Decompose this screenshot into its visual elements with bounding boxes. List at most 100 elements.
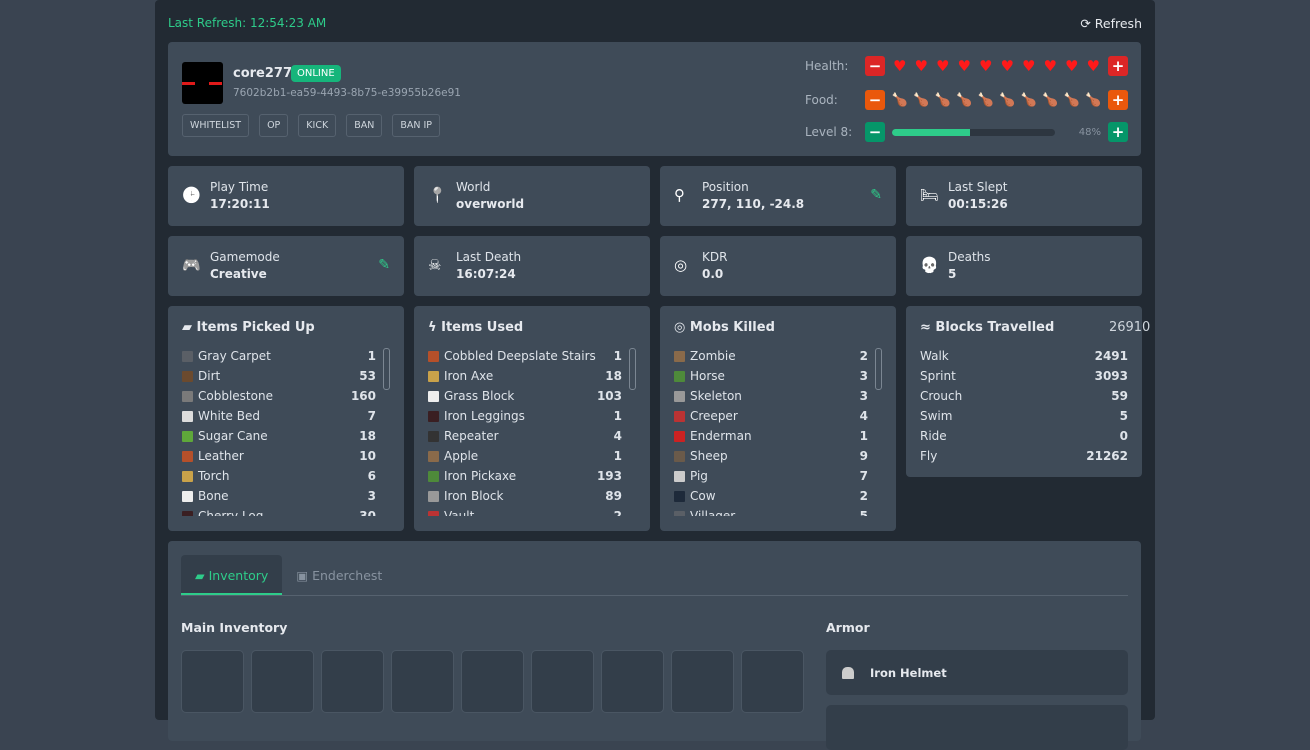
total-value: 26910 — [1108, 320, 1151, 335]
food-decrease-button[interactable]: − — [865, 90, 885, 110]
list-item: Repeater 4 — [428, 426, 622, 446]
stat-card-position: ⚲ Position 277, 110, -24.8 ✎ — [660, 166, 896, 226]
health-hearts: ♥ ♥ ♥ ♥ ♥ ♥ ♥ ♥ ♥ ♥ — [885, 57, 1108, 75]
item-icon — [674, 390, 685, 402]
map-pin-icon: 📍 — [428, 186, 447, 204]
stat-label: Gamemode — [210, 250, 280, 264]
level-increase-button[interactable]: + — [1108, 122, 1128, 142]
armor-slot[interactable] — [826, 705, 1128, 750]
item-count: 7 — [367, 409, 376, 423]
heart-icon: ♥ — [1065, 57, 1079, 75]
list-items-picked-up: ▰ Items Picked Up Gray Carpet 1 Dirt 53 Cobbl… — [168, 306, 404, 531]
ban-button[interactable]: BAN — [346, 114, 383, 137]
tab-inventory[interactable]: ▰ Inventory — [181, 555, 283, 595]
top-bar: Last Refresh: 12:54:23 AM ⟳ Refresh — [168, 14, 1142, 32]
list-items-used: ϟ Items Used Cobbled Deepslate Stairs 1 Iro… — [414, 306, 650, 531]
scrollbar[interactable] — [383, 348, 390, 390]
armor-title: Armor — [826, 620, 870, 635]
item-icon — [182, 370, 193, 382]
inventory-tabs: ▰ Inventory ▣ Enderchest — [181, 555, 1128, 596]
stat-value: 17:20:11 — [210, 197, 270, 211]
item-name: Iron Axe — [444, 369, 494, 383]
inventory-slot[interactable] — [741, 650, 804, 713]
item-count: 1 — [613, 409, 622, 423]
drumstick-icon: 🍗 — [1020, 92, 1037, 108]
scrollbar[interactable] — [629, 348, 636, 390]
player-dashboard: Last Refresh: 12:54:23 AM ⟳ Refresh core… — [155, 0, 1155, 750]
item-name: Skeleton — [690, 389, 742, 403]
item-count: 6 — [367, 469, 376, 483]
inventory-slot[interactable] — [391, 650, 454, 713]
item-icon — [182, 510, 193, 516]
refresh-icon: ⟳ — [1080, 15, 1095, 31]
list-item: Apple 1 — [428, 446, 622, 466]
list-item: Dirt 53 — [182, 366, 376, 386]
item-count: 1 — [367, 349, 376, 363]
item-count: 2491 — [1094, 349, 1128, 363]
list-item: Ride 0 — [920, 426, 1128, 446]
drumstick-icon: 🍗 — [977, 92, 994, 108]
list-title-text: Items Used — [441, 320, 524, 335]
box-icon: ▰ — [182, 320, 197, 335]
refresh-button[interactable]: ⟳ Refresh — [1080, 16, 1142, 31]
inventory-slot[interactable] — [531, 650, 594, 713]
health-decrease-button[interactable]: − — [865, 56, 885, 76]
edit-icon[interactable]: ✎ — [378, 257, 390, 273]
item-name: Torch — [198, 469, 230, 483]
heart-icon: ♥ — [893, 57, 907, 75]
health-increase-button[interactable]: + — [1108, 56, 1128, 76]
item-count: 2 — [859, 349, 868, 363]
inventory-slot[interactable] — [321, 650, 384, 713]
item-name: White Bed — [198, 409, 260, 423]
kick-button[interactable]: KICK — [298, 114, 337, 137]
stat-label: Position — [702, 180, 749, 194]
food-increase-button[interactable]: + — [1108, 90, 1128, 110]
stat-value: Creative — [210, 267, 267, 281]
drumstick-icon: 🍗 — [1042, 92, 1059, 108]
list-item: Fly 21262 — [920, 446, 1128, 466]
list-title-text: Blocks Travelled — [935, 320, 1055, 335]
item-count: 1 — [613, 449, 622, 463]
item-name: Leather — [198, 449, 244, 463]
armor-slot-helmet[interactable]: Iron Helmet — [826, 650, 1128, 695]
drumstick-icon: 🍗 — [956, 92, 973, 108]
food-label: Food: — [805, 93, 838, 107]
list-item: Cow 2 — [674, 486, 868, 506]
item-icon — [428, 370, 439, 382]
item-name: Apple — [444, 449, 479, 463]
inventory-slot[interactable] — [671, 650, 734, 713]
scrollbar[interactable] — [875, 348, 882, 390]
inventory-panel: ▰ Inventory ▣ Enderchest Main Inventory … — [168, 541, 1141, 750]
item-count: 3 — [859, 369, 868, 383]
level-decrease-button[interactable]: − — [865, 122, 885, 142]
stat-value: 5 — [948, 267, 957, 281]
item-count: 5 — [859, 509, 868, 516]
inventory-slot[interactable] — [601, 650, 664, 713]
item-count: 18 — [605, 369, 622, 383]
item-icon — [428, 390, 439, 402]
list-item: Iron Axe 18 — [428, 366, 622, 386]
tab-enderchest[interactable]: ▣ Enderchest — [282, 555, 396, 595]
list-item: White Bed 7 — [182, 406, 376, 426]
drumstick-icon: 🍗 — [891, 92, 908, 108]
edit-icon[interactable]: ✎ — [870, 187, 882, 203]
heart-icon: ♥ — [936, 57, 950, 75]
list-mobs-killed: ◎ Mobs Killed Zombie 2 Horse 3 Skeleton 3 Creep… — [660, 306, 896, 531]
health-row: Health: − ♥ ♥ ♥ ♥ ♥ ♥ ♥ ♥ ♥ ♥ + — [805, 55, 1128, 77]
inventory-slot[interactable] — [461, 650, 524, 713]
ban-ip-button[interactable]: BAN IP — [392, 114, 441, 137]
list-blocks-travelled: ≈ Blocks Travelled 26910 Walk 2491 Sprint 309… — [906, 306, 1150, 477]
whitelist-button[interactable]: WHITELIST — [182, 114, 250, 137]
item-icon — [674, 450, 685, 462]
inventory-slot[interactable] — [251, 650, 314, 713]
archive-icon: ▣ — [296, 568, 313, 583]
op-button[interactable]: OP — [259, 114, 289, 137]
list-rows: Gray Carpet 1 Dirt 53 Cobblestone 160 White Be… — [182, 346, 376, 516]
list-item: Grass Block 103 — [428, 386, 622, 406]
stat-label: World — [456, 180, 491, 194]
item-icon — [674, 410, 685, 422]
item-count: 0 — [1119, 429, 1128, 443]
item-name: Cobblestone — [198, 389, 273, 403]
item-icon — [182, 490, 193, 502]
inventory-slot[interactable] — [181, 650, 244, 713]
